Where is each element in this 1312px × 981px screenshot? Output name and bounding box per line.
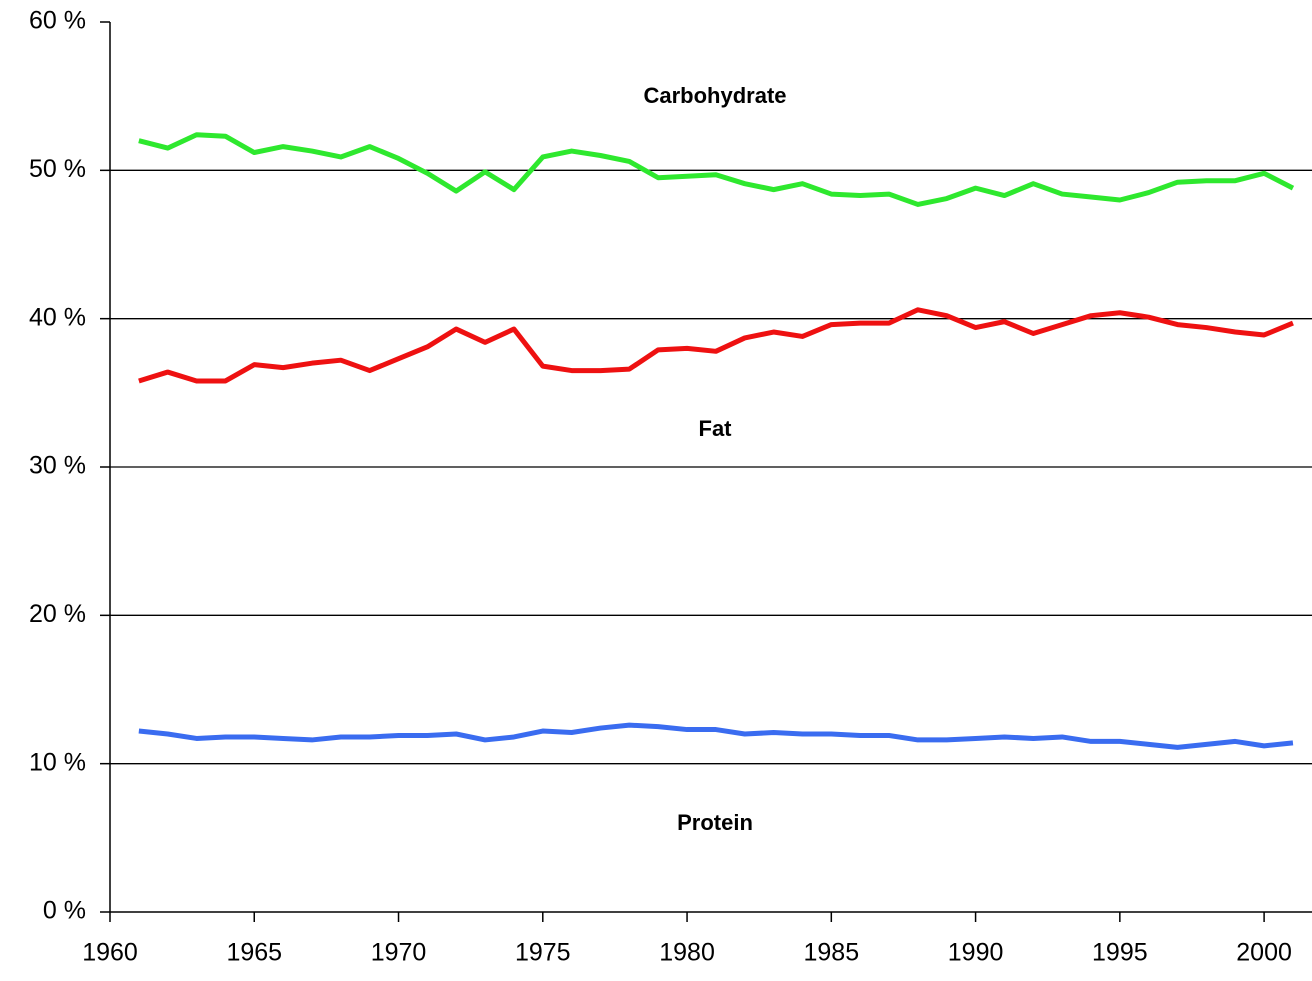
series-line bbox=[138, 722, 1294, 750]
x-tick-label: 1965 bbox=[226, 939, 282, 967]
y-tick-label: 20 % bbox=[29, 600, 86, 628]
x-tick-label: 1990 bbox=[948, 939, 1004, 967]
x-tick-label: 1975 bbox=[515, 939, 571, 967]
x-tick-label: 2000 bbox=[1236, 939, 1292, 967]
series-annotation: Fat bbox=[699, 416, 733, 441]
series-annotation: Protein bbox=[677, 810, 753, 835]
x-tick-label: 1970 bbox=[371, 939, 427, 967]
y-tick-label: 40 % bbox=[29, 303, 86, 331]
y-tick-label: 60 % bbox=[29, 7, 86, 35]
y-tick-label: 0 % bbox=[43, 897, 86, 925]
y-tick-label: 10 % bbox=[29, 748, 86, 776]
y-tick-label: 50 % bbox=[29, 155, 86, 183]
series-line bbox=[138, 307, 1294, 384]
x-tick-label: 1960 bbox=[82, 939, 138, 967]
y-tick-label: 30 % bbox=[29, 452, 86, 480]
x-tick-label: 1985 bbox=[804, 939, 860, 967]
series-annotation: Carbohydrate bbox=[643, 83, 786, 108]
series-line bbox=[138, 132, 1295, 207]
x-tick-label: 1995 bbox=[1092, 939, 1148, 967]
x-tick-label: 1980 bbox=[659, 939, 715, 967]
